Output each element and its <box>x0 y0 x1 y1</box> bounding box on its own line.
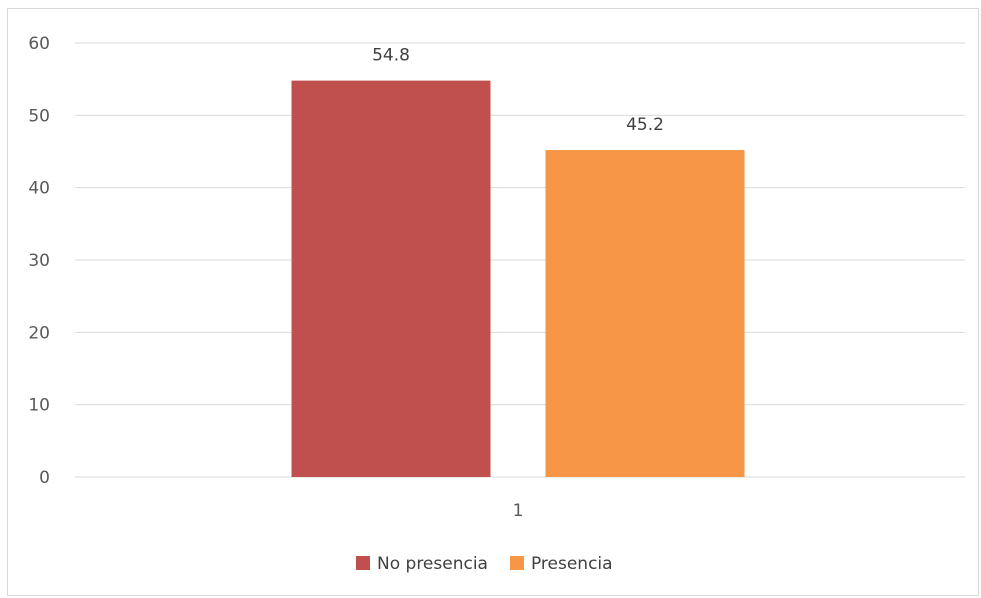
x-tick-label: 1 <box>513 501 524 521</box>
data-labels: 54.8 45.2 <box>372 46 664 135</box>
legend-swatch <box>509 556 524 570</box>
legend-label: Presencia <box>531 554 613 574</box>
x-axis-ticks: 1 <box>513 501 524 521</box>
chart-frame <box>7 8 979 596</box>
legend-swatch <box>356 556 370 570</box>
gridlines <box>75 42 965 478</box>
bar-presencia <box>545 150 745 477</box>
data-label: 54.8 <box>372 46 410 66</box>
y-tick-label: 60 <box>28 34 50 54</box>
y-tick-label: 40 <box>28 179 50 199</box>
y-tick-label: 20 <box>28 323 50 343</box>
legend-label: No presencia <box>377 554 488 574</box>
y-axis-ticks: 0 10 20 30 40 50 60 <box>28 34 50 488</box>
y-tick-label: 30 <box>28 251 50 271</box>
y-tick-label: 10 <box>28 396 50 416</box>
y-tick-label: 50 <box>28 106 50 126</box>
data-label: 45.2 <box>626 115 664 135</box>
y-tick-label: 0 <box>39 468 50 488</box>
bars <box>291 80 745 477</box>
legend: No presencia Presencia <box>356 554 613 574</box>
bar-no-presencia <box>291 80 491 477</box>
